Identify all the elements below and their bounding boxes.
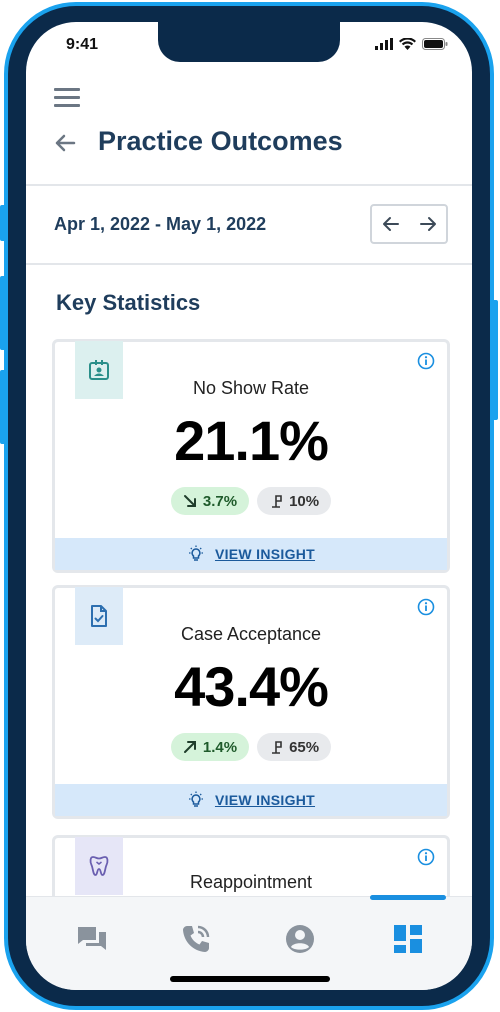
- arrow-down-right-icon: [183, 495, 196, 507]
- info-icon[interactable]: [417, 352, 435, 370]
- previous-period-arrow-icon[interactable]: [381, 214, 401, 234]
- page-title: Practice Outcomes: [98, 126, 343, 156]
- power-button: [492, 300, 498, 420]
- view-insight-button[interactable]: VIEW INSIGHT: [55, 784, 447, 816]
- card-icon-box: [75, 587, 123, 645]
- mute-switch: [0, 205, 6, 241]
- goal-flag-icon: [272, 495, 282, 508]
- view-insight-link[interactable]: VIEW INSIGHT: [214, 792, 316, 808]
- stat-card-case-acceptance[interactable]: Case Acceptance 43.4% 1.4% 65% V: [52, 585, 450, 819]
- phone-call-icon: [183, 925, 210, 952]
- volume-up-button: [0, 276, 6, 350]
- active-tab-indicator: [370, 895, 446, 900]
- bottom-tab-bar: [26, 895, 472, 990]
- home-indicator: [170, 976, 330, 982]
- view-insight-button[interactable]: VIEW INSIGHT: [55, 538, 447, 570]
- view-insight-link[interactable]: VIEW INSIGHT: [214, 546, 316, 562]
- section-title: Key Statistics: [56, 290, 201, 315]
- change-pill: 1.4%: [170, 733, 250, 761]
- goal-flag-icon: [272, 741, 282, 754]
- battery-icon: [422, 38, 448, 50]
- tab-dashboard[interactable]: [388, 919, 428, 959]
- dashboard-icon: [394, 925, 422, 953]
- goal-value: 65%: [289, 738, 320, 756]
- next-period-arrow-icon[interactable]: [418, 214, 438, 234]
- notch: [158, 22, 340, 62]
- tab-calls[interactable]: [176, 919, 216, 959]
- goal-pill: 65%: [257, 733, 332, 761]
- goal-value: 10%: [289, 492, 320, 510]
- lightbulb-icon: [188, 545, 203, 561]
- back-arrow-icon[interactable]: [52, 130, 78, 156]
- date-nav-control: [370, 204, 448, 244]
- app-screen: 9:41 Practice Outcomes Apr 1, 2022 - May…: [26, 22, 472, 990]
- filter-divider: [26, 263, 472, 265]
- change-pill: 3.7%: [170, 487, 250, 515]
- goal-pill: 10%: [257, 487, 332, 515]
- status-time: 9:41: [66, 36, 99, 53]
- card-label: Case Acceptance: [180, 624, 322, 644]
- card-value: 43.4%: [174, 655, 329, 718]
- hamburger-menu-icon[interactable]: [54, 88, 80, 108]
- profile-icon: [286, 925, 314, 953]
- stat-card-no-show-rate[interactable]: No Show Rate 21.1% 3.7% 10% VIEW: [52, 339, 450, 573]
- date-range-label: Apr 1, 2022 - May 1, 2022: [54, 214, 267, 234]
- card-label: Reappointment: [189, 872, 313, 892]
- card-icon-box: [75, 837, 123, 895]
- card-pills: 3.7% 10%: [55, 487, 447, 515]
- card-label: No Show Rate: [192, 378, 310, 398]
- change-value: 3.7%: [202, 492, 238, 510]
- tooth-icon: [89, 856, 109, 876]
- status-icons: [375, 38, 448, 50]
- arrow-up-right-icon: [183, 741, 196, 753]
- document-check-icon: [91, 605, 107, 627]
- card-value: 21.1%: [174, 409, 329, 472]
- wifi-icon: [399, 38, 416, 50]
- info-icon[interactable]: [417, 848, 435, 866]
- lightbulb-icon: [188, 791, 203, 807]
- card-icon-box: [75, 341, 123, 399]
- volume-down-button: [0, 370, 6, 444]
- card-pills: 1.4% 65%: [55, 733, 447, 761]
- tab-profile[interactable]: [280, 919, 320, 959]
- chat-icon: [78, 927, 106, 950]
- change-value: 1.4%: [202, 738, 238, 756]
- signal-icon: [375, 38, 393, 50]
- info-icon[interactable]: [417, 598, 435, 616]
- header-divider: [26, 184, 472, 186]
- tab-messages[interactable]: [72, 919, 112, 959]
- patient-badge-icon: [89, 360, 109, 380]
